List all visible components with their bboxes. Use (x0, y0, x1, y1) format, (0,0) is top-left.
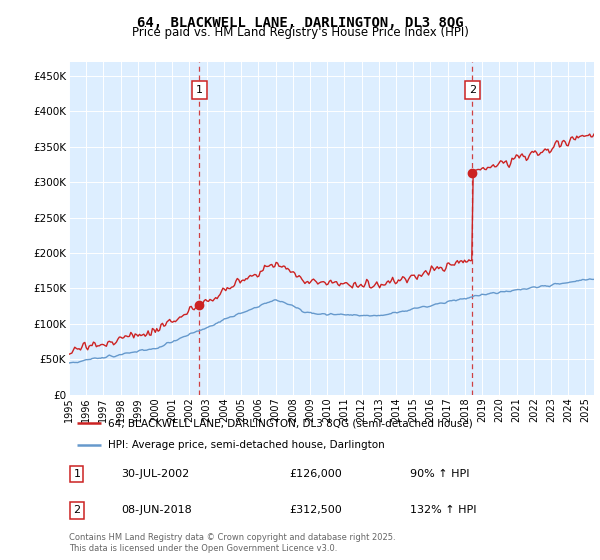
Text: Price paid vs. HM Land Registry's House Price Index (HPI): Price paid vs. HM Land Registry's House … (131, 26, 469, 39)
Text: £126,000: £126,000 (290, 469, 342, 479)
Text: 132% ↑ HPI: 132% ↑ HPI (410, 506, 477, 515)
Text: 2: 2 (469, 85, 476, 95)
Text: 64, BLACKWELL LANE, DARLINGTON, DL3 8QG (semi-detached house): 64, BLACKWELL LANE, DARLINGTON, DL3 8QG … (109, 418, 473, 428)
Text: Contains HM Land Registry data © Crown copyright and database right 2025.
This d: Contains HM Land Registry data © Crown c… (69, 533, 395, 553)
Text: 1: 1 (196, 85, 203, 95)
Text: HPI: Average price, semi-detached house, Darlington: HPI: Average price, semi-detached house,… (109, 440, 385, 450)
Text: 2: 2 (73, 506, 80, 515)
Text: 90% ↑ HPI: 90% ↑ HPI (410, 469, 470, 479)
Text: 64, BLACKWELL LANE, DARLINGTON, DL3 8QG: 64, BLACKWELL LANE, DARLINGTON, DL3 8QG (137, 16, 463, 30)
Text: 30-JUL-2002: 30-JUL-2002 (121, 469, 190, 479)
Text: 08-JUN-2018: 08-JUN-2018 (121, 506, 192, 515)
Text: £312,500: £312,500 (290, 506, 342, 515)
Text: 1: 1 (73, 469, 80, 479)
